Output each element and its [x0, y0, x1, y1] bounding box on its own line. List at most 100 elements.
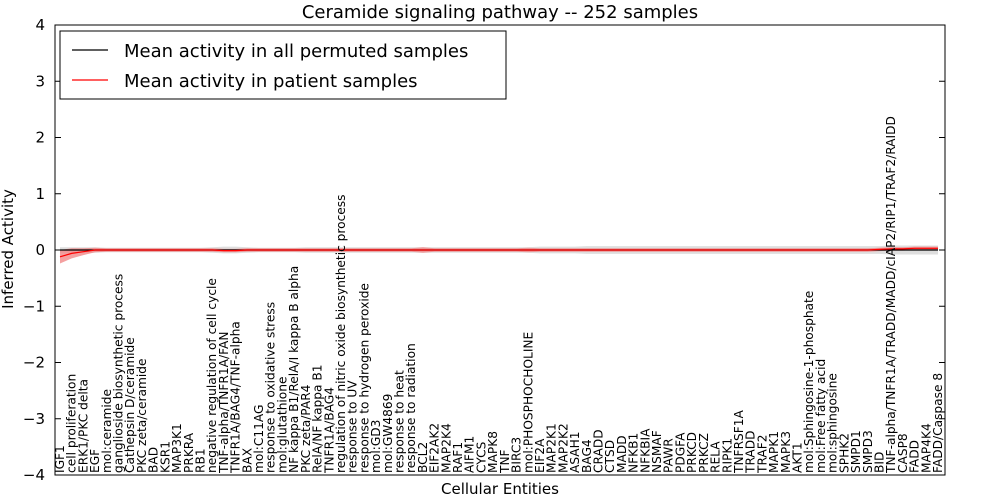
category-label: response to oxidative stress [264, 302, 278, 473]
y-tick-label: 4 [35, 16, 45, 34]
category-label: TNF [498, 449, 512, 474]
category-label: PKC zeta/ceramide [135, 359, 149, 473]
category-label: ASAH1 [568, 431, 582, 473]
category-label: AIFM1 [463, 436, 477, 473]
category-label: mol:GD3 [369, 420, 383, 473]
category-label: KSR1 [158, 441, 172, 473]
category-label: mol:glutathione [275, 377, 289, 473]
category-label: MAPK8 [486, 431, 500, 473]
y-tick-label: −4 [23, 466, 45, 484]
y-tick-label: 0 [35, 241, 45, 259]
y-tick-label: 2 [35, 129, 45, 147]
category-label: ERK1/PKC delta [76, 379, 90, 473]
category-label: AKT1 [791, 442, 805, 473]
category-label: regulation of nitric oxide biosynthetic … [334, 195, 348, 474]
category-label: IGF1 [53, 445, 67, 473]
category-label: RelA/NF kappa B1 [311, 365, 325, 474]
category-label: mol:ceramide [100, 389, 114, 473]
category-label: TNF-alpha/TNFR1A/FAN [217, 332, 231, 474]
category-label: NSMAF [650, 430, 664, 473]
category-label: mol:GW4869 [381, 394, 395, 473]
category-label: response to heat [393, 370, 407, 473]
category-label: EIF2AK2 [428, 423, 442, 473]
category-label: BAX [240, 448, 254, 473]
category-label: response to UV [346, 380, 360, 473]
legend-label-patient: Mean activity in patient samples [124, 71, 418, 92]
category-label: PAWR [662, 438, 676, 473]
x-axis-label: Cellular Entities [441, 480, 559, 498]
category-label: PDGFA [674, 432, 688, 473]
category-label: negative regulation of cell cycle [205, 278, 219, 473]
category-label: TNFR1A/BAG4 [322, 387, 336, 474]
category-label: mol:C11AG [252, 405, 266, 473]
legend-label-permuted: Mean activity in all permuted samples [124, 41, 468, 62]
category-label: TRAF2 [755, 434, 769, 474]
category-label: response to radiation [404, 343, 418, 473]
category-label: CASP8 [896, 433, 910, 473]
category-label: MAP4K4 [919, 423, 933, 473]
category-label: PRKCD [685, 432, 699, 473]
category-label: PRKCZ [697, 433, 711, 473]
category-label: response to hydrogen peroxide [357, 283, 371, 473]
category-label: TNFR1A/BAG4/TNF-alpha [229, 321, 243, 474]
chart-title: Ceramide signaling pathway -- 252 sample… [302, 2, 698, 23]
legend-box [59, 30, 507, 100]
category-label: EGF [88, 449, 102, 473]
category-label: MADD [615, 435, 629, 473]
category-label: PRKRA [182, 432, 196, 473]
category-label: mol:PHOSPHOCHOLINE [521, 332, 535, 473]
plot-frame [54, 24, 946, 476]
category-label: BID [873, 452, 887, 473]
line-patient [59, 247, 938, 258]
category-label: SMPD1 [849, 430, 863, 473]
category-label: PKC zeta/PAR4 [299, 384, 313, 473]
category-label: EIF2A [533, 438, 547, 473]
category-label: CTSD [603, 440, 617, 473]
y-tick-label: 1 [35, 185, 45, 203]
category-label: MAPK1 [767, 431, 781, 473]
y-tick-label: −1 [23, 297, 45, 315]
category-label: CRADD [592, 429, 606, 473]
category-label: NFKB1 [627, 433, 641, 473]
y-tick-label: −2 [23, 354, 45, 372]
category-label: SMPD3 [861, 430, 875, 473]
category-label: CYCS [474, 441, 488, 473]
category-label: RB1 [194, 448, 208, 473]
category-label: mol:Free fatty acid [814, 359, 828, 473]
category-label: NF kappa B1/RelA/I kappa B alpha [287, 266, 301, 473]
y-axis-label: Inferred Activity [0, 189, 17, 309]
series-lines [59, 247, 938, 258]
category-label: MAP2K2 [556, 423, 570, 473]
category-label: ganglioside biosynthetic process [112, 274, 126, 473]
category-label: FADD [908, 440, 922, 473]
y-tick-label: 3 [35, 72, 45, 90]
category-label: SPHK2 [837, 433, 851, 473]
category-label: BIRC3 [510, 437, 524, 473]
category-label: RAF1 [451, 442, 465, 473]
category-label: TRADD [744, 430, 758, 474]
category-label: MAPK3 [779, 431, 793, 473]
category-label: TNFRSF1A [732, 409, 746, 474]
category-label: MAP3K1 [170, 423, 184, 473]
category-label: MAP2K1 [545, 423, 559, 473]
legend: Mean activity in all permuted samples Me… [59, 30, 507, 100]
category-label: cell proliferation [65, 374, 79, 473]
category-label: Cathepsin D/ceramide [123, 337, 137, 473]
category-label: FADD/Caspase 8 [931, 373, 945, 473]
y-ticks: −4 −3 −2 −1 0 1 2 3 4 [23, 16, 945, 484]
category-label: MAP2K4 [439, 423, 453, 473]
confidence-bands [60, 245, 938, 264]
category-label: BAG4 [580, 439, 594, 473]
category-label: NFKBIA [638, 428, 652, 473]
band-patient [60, 246, 938, 264]
category-label: RELA [709, 441, 723, 473]
category-label: mol:Sphingosine-1-phosphate [802, 291, 816, 473]
category-label: TNF-alpha/TNFR1A/TRADD/MADD/cIAP2/RIP1/T… [884, 116, 898, 474]
y-tick-label: −3 [23, 410, 45, 428]
category-label: mol:sphingosine [826, 373, 840, 473]
category-label: BCL2 [416, 442, 430, 473]
category-label: BAD [147, 447, 161, 473]
category-label: RIPK1 [720, 438, 734, 473]
